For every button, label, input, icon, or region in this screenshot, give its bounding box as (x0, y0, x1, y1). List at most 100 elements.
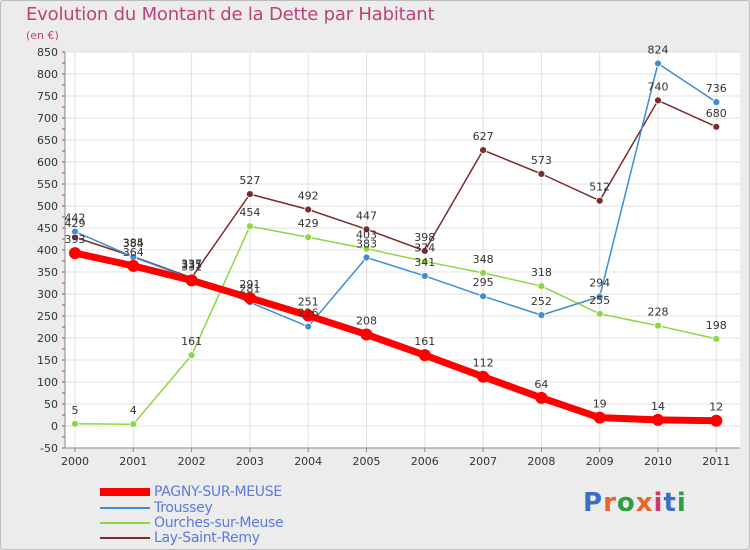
data-point (537, 169, 546, 178)
data-label: 383 (356, 237, 377, 250)
legend-item: PAGNY-SUR-MEUSE (100, 484, 282, 500)
data-label: 429 (65, 217, 86, 230)
data-point (185, 274, 198, 287)
data-label: 228 (648, 306, 669, 319)
y-tick-label: 750 (37, 90, 58, 103)
y-tick-label: 150 (37, 354, 58, 367)
y-tick-label: 450 (37, 222, 58, 235)
x-tick-label: 2008 (527, 455, 555, 468)
x-tick-label: 2002 (178, 455, 206, 468)
data-label: 226 (298, 307, 319, 320)
x-tick-label: 2000 (61, 455, 89, 468)
data-label: 527 (239, 174, 260, 187)
data-label: 442 (65, 212, 86, 225)
data-label: 740 (648, 80, 669, 93)
data-label: 252 (531, 295, 552, 308)
data-point (360, 328, 373, 341)
data-label: 161 (181, 335, 202, 348)
data-point (479, 268, 488, 277)
data-label: 454 (239, 206, 260, 219)
data-point (362, 225, 371, 234)
logo-letter: r (603, 488, 617, 518)
data-label: 295 (473, 276, 494, 289)
data-point (362, 253, 371, 262)
data-label: 341 (414, 256, 435, 269)
data-label: 337 (181, 258, 202, 271)
series-line-pagny-sur-meuse (71, 249, 720, 425)
data-point (593, 411, 606, 424)
data-point (420, 257, 429, 266)
data-label: 824 (648, 43, 669, 56)
y-tick-label: 0 (51, 420, 58, 433)
y-tick-label: 650 (37, 134, 58, 147)
y-tick-label: 200 (37, 332, 58, 345)
logo-letter: x (635, 488, 654, 518)
data-label: 4 (130, 404, 137, 417)
data-point (654, 96, 662, 105)
y-tick-label: 600 (37, 156, 58, 169)
y-tick-label: -50 (40, 442, 58, 455)
data-label: 364 (123, 246, 144, 259)
data-point (654, 321, 662, 330)
data-label: 429 (298, 217, 319, 230)
logo-letter: i (653, 488, 664, 518)
data-point (420, 272, 429, 280)
data-label: 627 (473, 130, 494, 143)
data-label: 398 (414, 231, 435, 244)
data-label: 161 (414, 335, 435, 348)
y-tick-label: 400 (37, 244, 58, 257)
legend-swatch (100, 522, 150, 524)
legend-label: PAGNY-SUR-MEUSE (154, 484, 282, 500)
y-tick-label: 500 (37, 200, 58, 213)
data-point (654, 59, 662, 68)
data-label: 19 (593, 398, 607, 411)
data-label: 198 (706, 319, 727, 332)
data-point (537, 282, 546, 290)
data-point (710, 414, 723, 427)
x-tick-label: 2004 (294, 455, 322, 468)
data-point (479, 292, 488, 301)
logo-letter: P (583, 488, 604, 518)
chart-subtitle: (en €) (26, 29, 59, 42)
y-tick-label: 800 (37, 68, 58, 81)
logo-letter: i (676, 488, 687, 518)
data-label: 281 (239, 282, 260, 295)
data-point (187, 351, 196, 360)
y-tick-label: 700 (37, 112, 58, 125)
data-label: 112 (473, 357, 494, 370)
data-point (595, 292, 604, 301)
data-point (712, 98, 721, 107)
data-point (71, 419, 79, 428)
logo-letter: t (663, 488, 677, 518)
legend-swatch (100, 507, 150, 509)
data-label: 680 (706, 107, 727, 120)
data-point (245, 190, 254, 199)
data-point (69, 247, 81, 260)
legend-item: Lay-Saint-Remy (100, 530, 260, 546)
data-label: 384 (123, 237, 144, 250)
data-label: 348 (473, 253, 494, 266)
legend-swatch (100, 488, 150, 496)
data-label: 294 (589, 277, 610, 290)
x-tick-label: 2010 (644, 455, 672, 468)
data-point (712, 334, 721, 343)
data-point (477, 370, 490, 383)
chart-title: Evolution du Montant de la Dette par Hab… (26, 4, 435, 25)
data-label: 12 (709, 401, 723, 414)
x-tick-label: 2007 (469, 455, 497, 468)
data-label: 255 (589, 294, 610, 307)
data-label: 492 (298, 190, 319, 203)
y-tick-label: 50 (44, 398, 58, 411)
data-point (129, 420, 138, 429)
data-label: 736 (706, 82, 727, 95)
y-tick-label: 250 (37, 310, 58, 323)
series-line-lay-saint-remy (74, 99, 718, 279)
data-point (712, 122, 721, 131)
data-label: 385 (123, 237, 144, 250)
data-label: 403 (356, 229, 377, 242)
data-label: 64 (534, 378, 548, 391)
y-tick-label: 100 (37, 376, 58, 389)
logo-letter: o (616, 488, 636, 518)
x-tick-label: 2001 (119, 455, 147, 468)
legend-label: Ourches-sur-Meuse (154, 515, 284, 531)
